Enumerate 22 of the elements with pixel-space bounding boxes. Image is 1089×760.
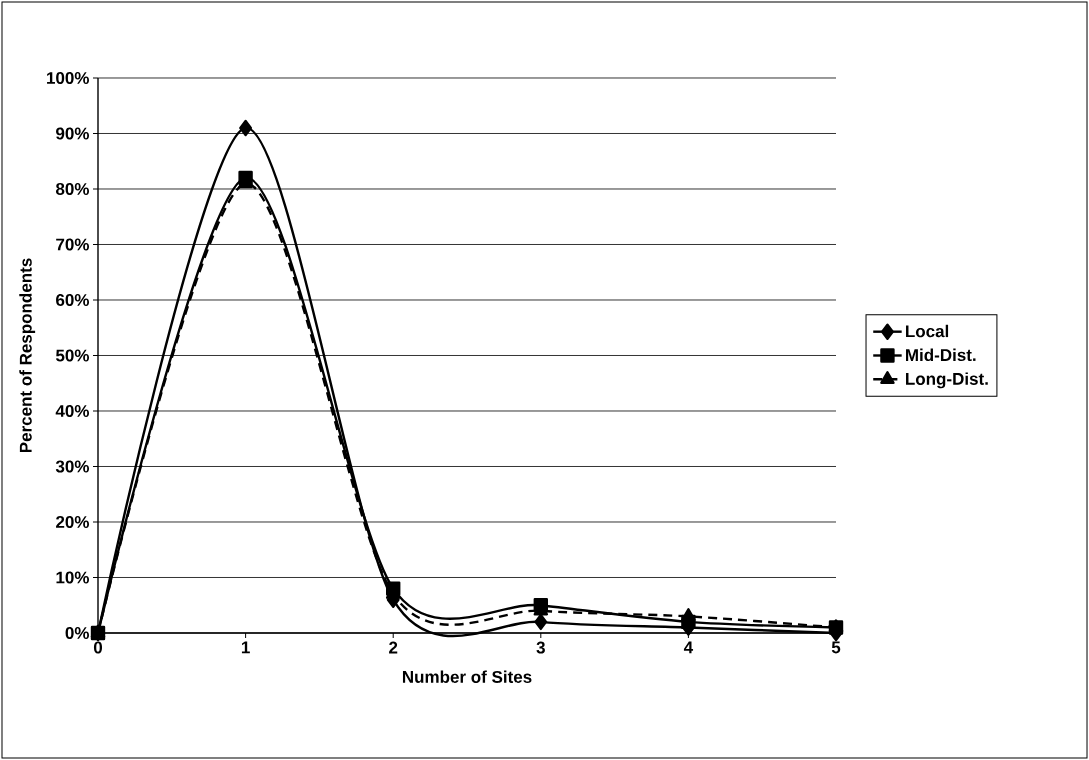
y-tick-label: 70% bbox=[56, 238, 90, 251]
x-tick-label: 3 bbox=[536, 641, 545, 654]
x-tick-label: 1 bbox=[241, 641, 250, 654]
y-tick-label: 60% bbox=[56, 293, 90, 307]
y-tick-label: 100% bbox=[47, 71, 90, 85]
y-tick-label: 30% bbox=[55, 460, 90, 473]
legend-label: Local bbox=[906, 324, 949, 338]
y-tick-label: 20% bbox=[56, 515, 90, 529]
x-tick-label: 0 bbox=[93, 641, 103, 654]
x-tick-label: 4 bbox=[683, 641, 694, 654]
x-tick-label: 5 bbox=[831, 641, 841, 654]
y-tick-label: 50% bbox=[55, 349, 90, 362]
y-tick-label: 40% bbox=[55, 404, 90, 418]
y-tick-label: 0% bbox=[65, 626, 90, 640]
y-tick-label: 10% bbox=[56, 571, 90, 584]
legend-label: Mid-Dist. bbox=[906, 348, 976, 362]
y-tick-label: 90% bbox=[56, 127, 90, 140]
x-tick-label: 2 bbox=[389, 641, 398, 654]
y-axis-title: Percent of Respondents bbox=[19, 258, 36, 453]
y-tick-label: 80% bbox=[55, 182, 90, 196]
x-axis-title: Number of Sites bbox=[402, 670, 532, 683]
legend-label: Long-Dist. bbox=[906, 372, 988, 389]
